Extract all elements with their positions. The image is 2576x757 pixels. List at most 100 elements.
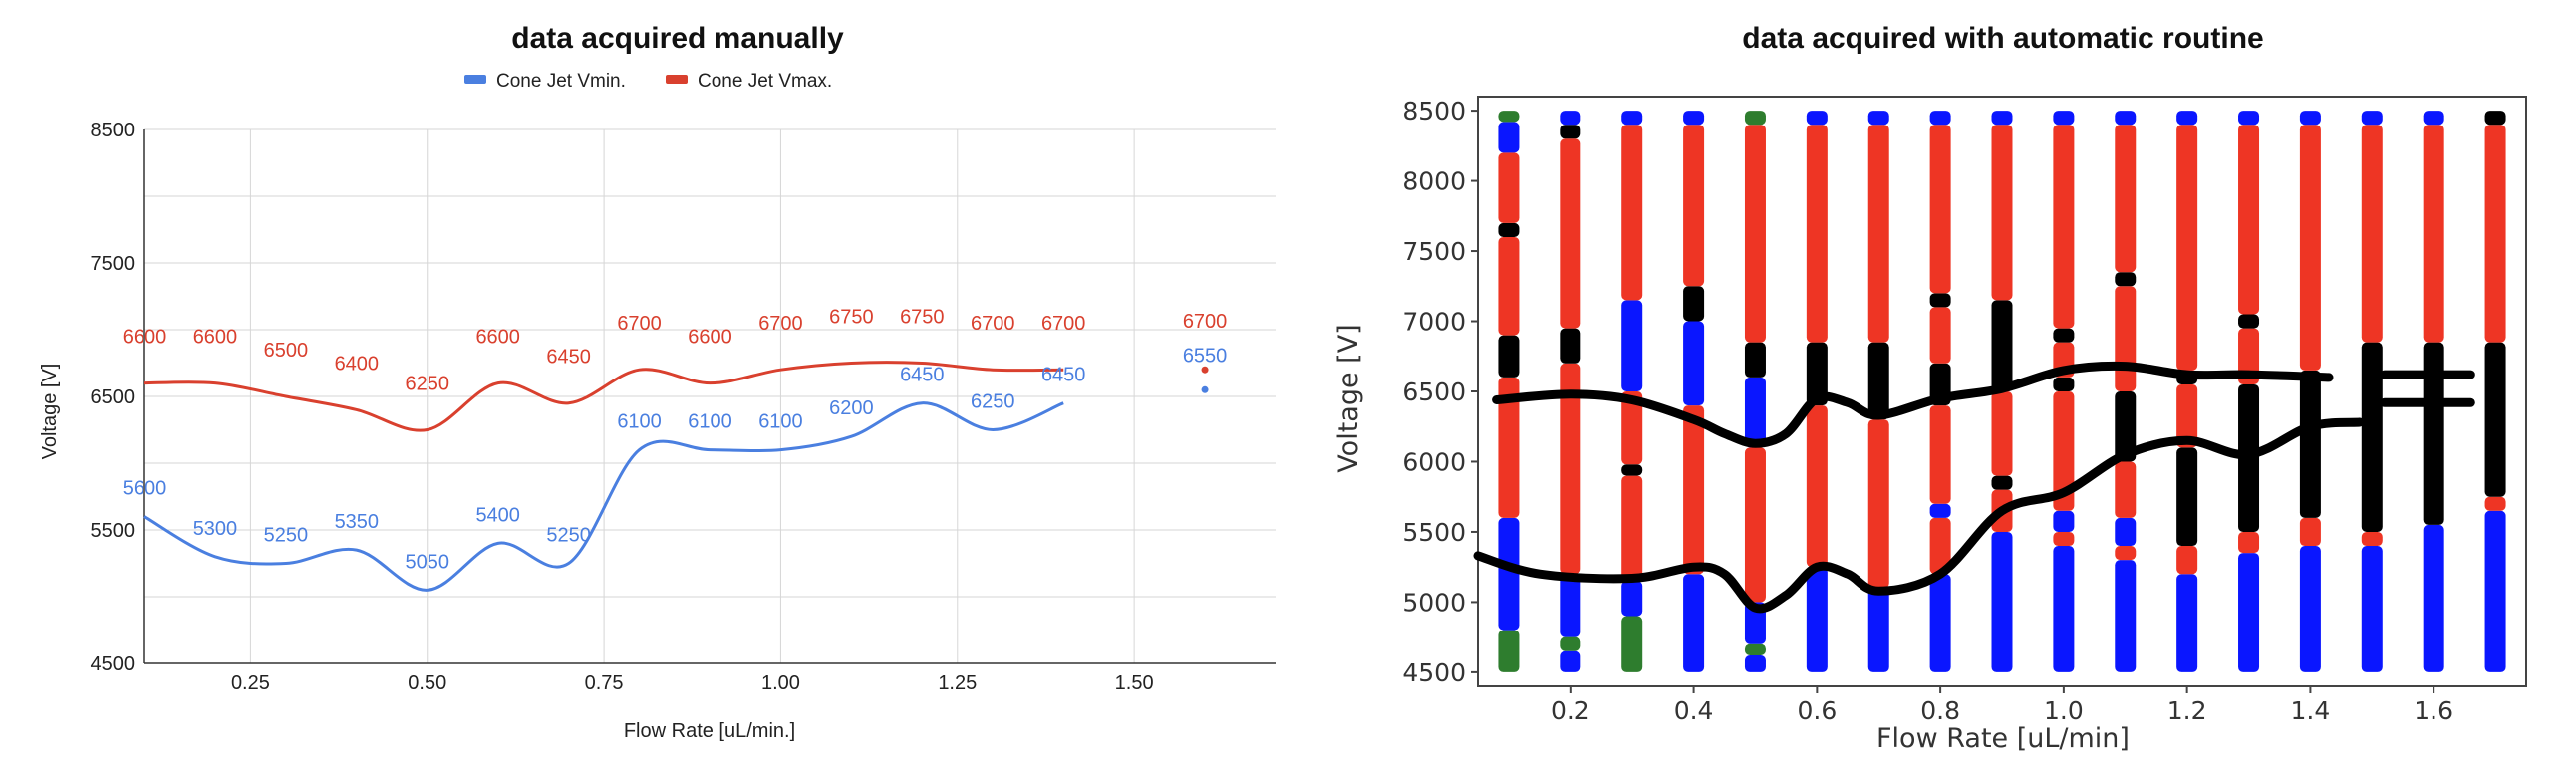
manual-chart-grid (143, 128, 1276, 664)
band-blue (2299, 546, 2321, 672)
x-tick-label: 0.6 (1797, 696, 1837, 725)
band-blue (1498, 517, 1520, 631)
band-red (1744, 447, 1766, 603)
band-black (1498, 222, 1520, 237)
band-blue (1806, 111, 1828, 126)
x-tick-label: 0.8 (1920, 696, 1960, 725)
band-red (2176, 546, 2198, 575)
data-label-vmax: 6700 (617, 313, 662, 335)
band-green (1744, 111, 1766, 126)
band-black (1744, 342, 1766, 378)
legend-label-vmax: Cone Jet Vmax. (698, 71, 832, 92)
band-blue (1498, 122, 1520, 153)
band-red (1929, 517, 1951, 575)
band-blue (2299, 111, 2321, 126)
band-red (2484, 125, 2506, 343)
series-point-vmin (1201, 385, 1209, 393)
y-tick-label: 6500 (1402, 378, 1466, 406)
band-red (2484, 496, 2506, 511)
measurement-column (2299, 111, 2321, 672)
band-red (1560, 363, 1581, 575)
series-line-vmin (143, 401, 1064, 592)
band-blue (1560, 650, 1581, 672)
band-black (2115, 272, 2137, 287)
data-label-vmax: 6750 (829, 307, 874, 329)
band-blue (2361, 546, 2383, 672)
band-black (2299, 370, 2321, 518)
boundary-curve (1473, 417, 2365, 614)
band-red (1991, 125, 2013, 301)
x-tick-label: 1.50 (1115, 672, 1154, 694)
band-red (2115, 125, 2137, 273)
measurement-column (1560, 111, 1581, 672)
band-red (2053, 391, 2075, 511)
band-blue (1621, 111, 1643, 126)
band-blue (2361, 111, 2383, 126)
band-black (1929, 293, 1951, 308)
manual-chart-x-ticks: 0.25 0.50 0.75 1.00 1.25 1.50 (231, 672, 1154, 694)
series-point-vmax (1201, 366, 1209, 374)
measurement-column (1683, 111, 1705, 672)
band-blue (2053, 111, 2075, 126)
measurement-column (1498, 111, 1520, 672)
x-tick-label: 1.4 (2291, 696, 2331, 725)
band-red (1929, 125, 1951, 294)
measurement-column (2176, 111, 2198, 672)
band-red (2053, 531, 2075, 547)
band-red (1621, 475, 1643, 582)
x-tick-label: 0.75 (585, 672, 624, 694)
x-tick-label: 0.25 (231, 672, 270, 694)
band-blue (2238, 553, 2260, 672)
measurement-column (1621, 111, 1643, 672)
band-red (1867, 419, 1889, 589)
band-red (2115, 546, 2137, 561)
measurement-column (1744, 111, 1766, 672)
x-tick-label: 0.2 (1551, 696, 1590, 725)
y-tick-label: 5500 (1402, 518, 1466, 547)
measurement-column (2423, 111, 2444, 672)
band-black (2238, 314, 2260, 329)
data-label-vmin: 6100 (617, 411, 662, 433)
measurement-column (1806, 111, 1828, 672)
measurement-column (1929, 111, 1951, 672)
x-tick-label: 1.00 (761, 672, 800, 694)
band-red (1498, 152, 1520, 223)
measurement-column (2361, 111, 2383, 672)
x-tick-label: 1.25 (938, 672, 977, 694)
band-blue (2423, 524, 2444, 672)
y-tick-label: 8000 (1402, 167, 1466, 196)
automatic-chart-x-ticks: 0.2 0.4 0.6 0.8 1.0 1.2 1.4 1.6 (1551, 686, 2453, 725)
data-label-vmin: 6450 (900, 365, 945, 386)
automatic-chart: data acquired with automatic routine 450… (1333, 22, 2527, 754)
x-tick-label: 1.2 (2167, 696, 2207, 725)
band-blue (1929, 111, 1951, 126)
legend-swatch-vmax (666, 75, 688, 84)
band-blue (2115, 560, 2137, 672)
band-red (1683, 125, 1705, 287)
band-red (2238, 531, 2260, 554)
band-blue (1744, 654, 1766, 672)
data-label-vmin: 6450 (1041, 365, 1086, 386)
data-label-vmax: 6400 (335, 353, 380, 375)
band-blue (2238, 111, 2260, 126)
data-label-vmax: 6600 (123, 327, 167, 349)
data-label-vmax: 6750 (900, 307, 945, 329)
data-label-vmax: 6700 (1041, 313, 1086, 335)
data-label-vmin: 5250 (546, 525, 591, 547)
y-tick-label: 7500 (91, 253, 136, 275)
band-blue (2115, 111, 2137, 126)
band-black (2053, 328, 2075, 343)
automatic-chart-y-ticks: 4500 5000 5500 6000 6500 7000 7500 8000 8500 (1402, 97, 1478, 687)
data-label-vmax: 6600 (688, 327, 732, 349)
y-tick-label: 8500 (91, 120, 136, 141)
measurement-column (2484, 111, 2506, 672)
measurement-column (1991, 111, 2013, 672)
band-red (2299, 517, 2321, 547)
automatic-chart-y-axis-label: Voltage [V] (1333, 324, 1364, 472)
automatic-chart-title: data acquired with automatic routine (1742, 22, 2263, 55)
band-red (1867, 125, 1889, 343)
band-black (1683, 286, 1705, 322)
data-label-vmin: 6100 (688, 411, 732, 433)
y-tick-label: 5000 (1402, 588, 1466, 617)
band-blue (1929, 574, 1951, 672)
